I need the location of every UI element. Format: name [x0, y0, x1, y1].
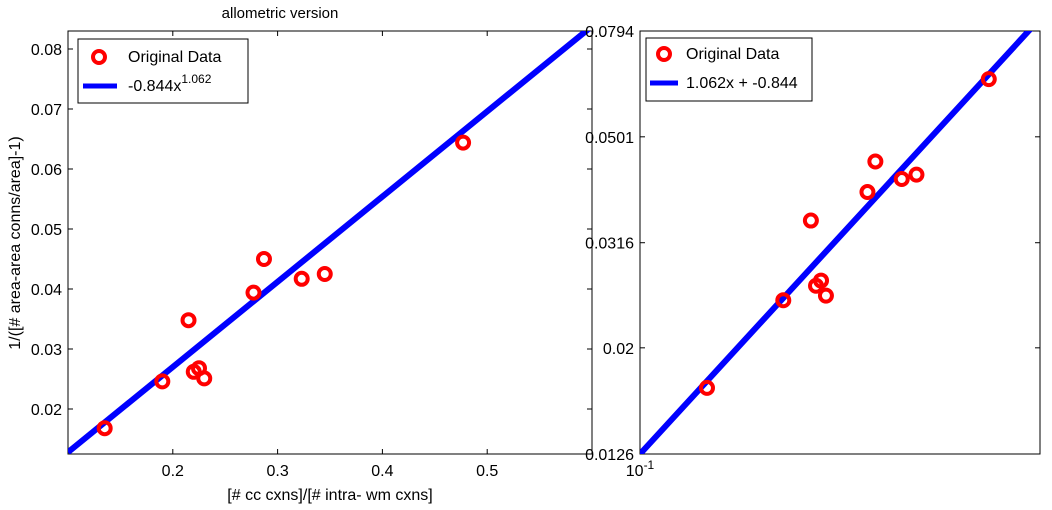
legend-right: Original Data 1.062x + -0.844 — [645, 37, 813, 102]
x-tick-label: 0.2 — [162, 463, 184, 480]
data-point — [180, 312, 197, 329]
legend-box — [77, 38, 249, 104]
data-point — [893, 170, 910, 187]
data-point — [813, 272, 830, 289]
data-point — [255, 251, 272, 267]
data-point — [859, 184, 876, 201]
y-tick-label: 0.02 — [603, 341, 634, 358]
x-tick-label: 10-1 — [626, 458, 655, 480]
data-point — [775, 292, 792, 309]
y-tick-label: 0.03 — [31, 342, 62, 359]
legend-label-fit: -0.844x1.062 — [128, 72, 212, 95]
x-tick-label: 0.3 — [266, 463, 288, 480]
legend-box — [645, 37, 813, 102]
legend-marker-original-data — [91, 49, 107, 65]
right-plot-content — [640, 31, 1033, 454]
legend-label-fit: 1.062x + -0.844 — [686, 75, 798, 92]
legend-fit-exponent: 1.062 — [181, 72, 211, 86]
data-point — [817, 287, 834, 304]
y-tick-label: 0.08 — [31, 42, 62, 59]
x-tick-label-exponent: -1 — [644, 458, 655, 472]
left-axis-ticks: 0.2 0.3 0.4 0.5 0.02 0.03 0.04 0.05 0.06 0.07 0.08 — [31, 31, 592, 480]
data-point — [245, 284, 262, 301]
left-plot-content — [68, 31, 591, 454]
x-tick-label: 0.5 — [476, 463, 498, 480]
y-tick-label: 0.0316 — [585, 236, 634, 253]
data-point — [96, 420, 113, 437]
y-axis-label: 1/([# area-area conns/area]-1) — [7, 136, 24, 349]
data-point — [698, 379, 715, 396]
y-tick-label: 0.07 — [31, 102, 62, 119]
data-point — [802, 212, 819, 229]
left-chart: allometric version 0.2 0.3 0.4 0.50.020.030… — [7, 5, 593, 504]
legend-label-original-data: Original Data — [128, 49, 221, 66]
y-tick-label: 0.02 — [31, 402, 62, 419]
legend-fit-base: -0.844x — [128, 78, 181, 95]
y-tick-label: 0.04 — [31, 282, 62, 299]
data-point — [316, 266, 333, 282]
legend-left: Original Data -0.844x1.062 — [77, 38, 249, 104]
chart-title: allometric version — [222, 5, 339, 22]
x-tick-label-base: 10 — [626, 463, 644, 480]
y-tick-label: 0.0794 — [585, 24, 634, 41]
x-axis-label: [# cc cxns]/[# intra- wm cxns] — [227, 487, 432, 504]
data-point — [154, 373, 171, 390]
data-point — [196, 370, 213, 387]
data-point — [980, 71, 997, 88]
y-tick-label: 0.0501 — [585, 130, 634, 147]
data-point — [455, 134, 472, 151]
x-tick-label: 0.4 — [371, 463, 393, 480]
legend-marker-original-data — [656, 46, 672, 62]
y-tick-label: 0.05 — [31, 222, 62, 239]
data-point — [867, 153, 884, 170]
legend-label-original-data: Original Data — [686, 46, 779, 63]
data-point — [908, 166, 925, 183]
data-point — [293, 270, 310, 287]
y-tick-label: 0.06 — [31, 162, 62, 179]
y-tick-label: 0.0126 — [585, 447, 634, 464]
